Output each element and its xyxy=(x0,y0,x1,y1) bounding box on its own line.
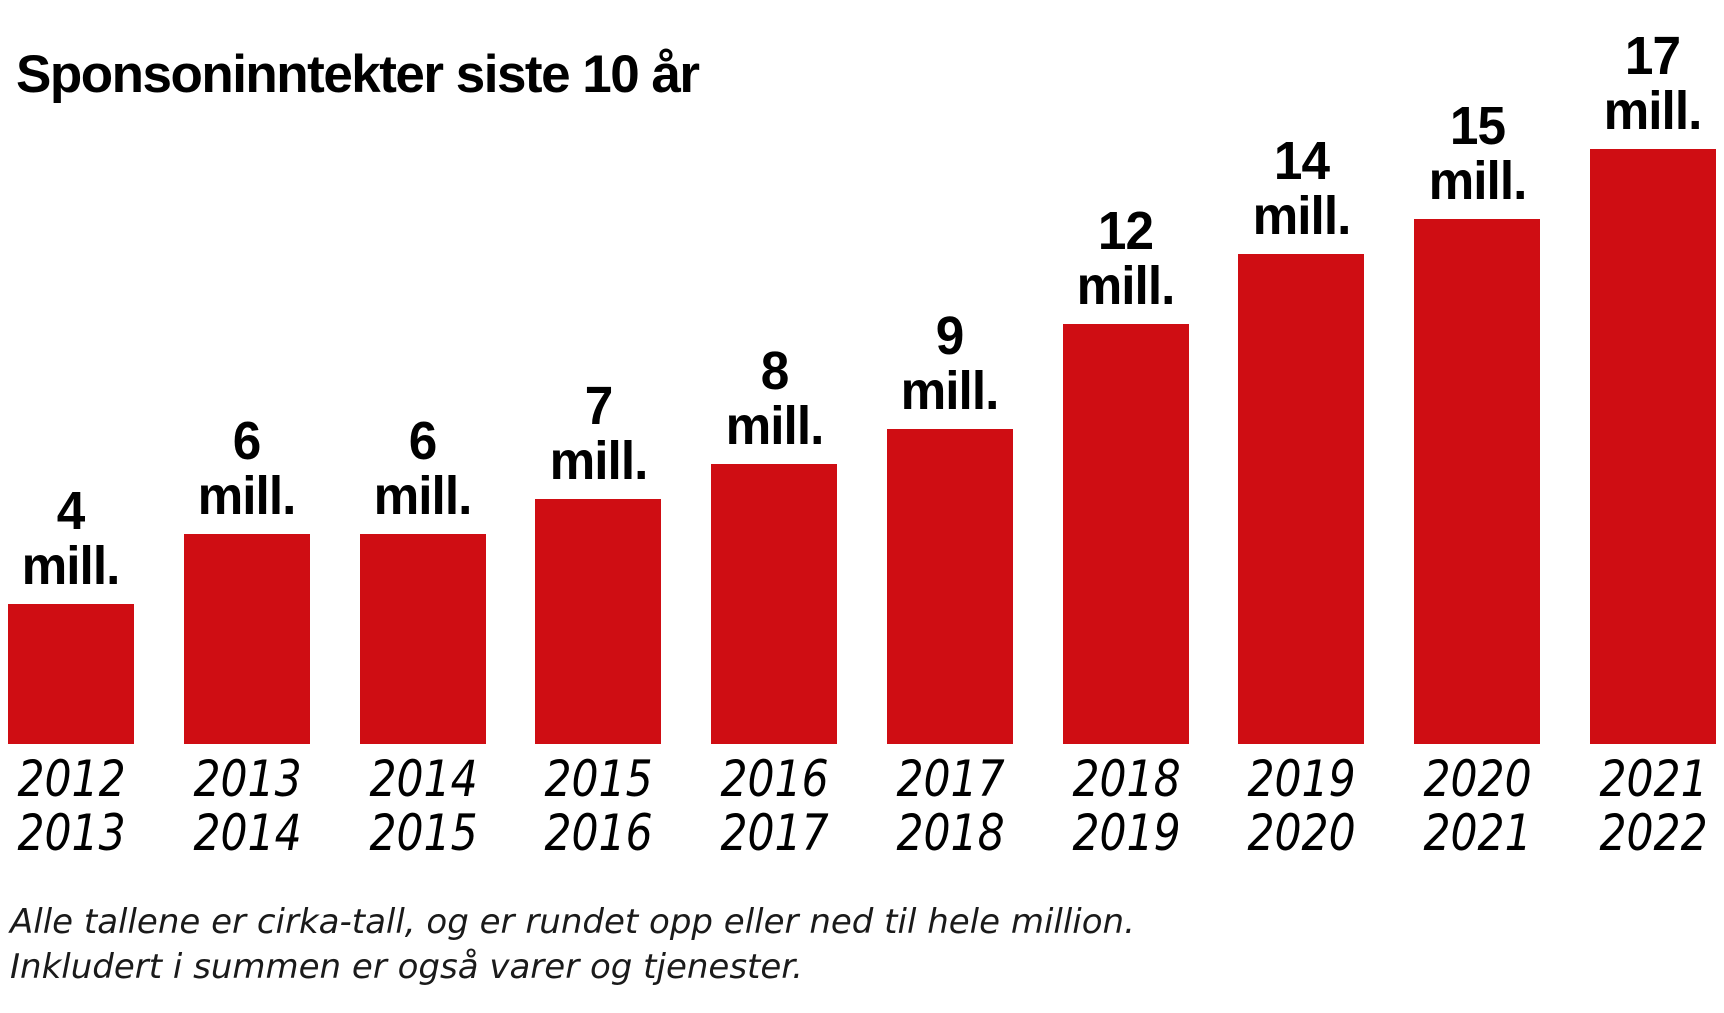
bar-2014-2015 xyxy=(359,534,486,744)
bar-value-label: 12 mill. xyxy=(1076,200,1176,316)
bar-2021-2022 xyxy=(1589,149,1716,744)
bar-value-label: 8 mill. xyxy=(725,340,824,456)
bar-2016-2017 xyxy=(711,464,838,744)
bar-2018-2019 xyxy=(1062,324,1189,744)
bar-group-2021-2022: 17 mill. xyxy=(1589,0,1716,744)
bar-group-2015-2016: 7 mill. xyxy=(535,0,662,744)
x-axis-label-2021-2022: 2021 2022 xyxy=(1599,750,1708,862)
x-axis-label-2016-2017: 2016 2017 xyxy=(720,750,829,862)
footnote: Alle tallene er cirka-tall, og er rundet… xyxy=(10,900,1135,990)
bar-2017-2018 xyxy=(886,429,1013,744)
footnote-line-1: Alle tallene er cirka-tall, og er rundet… xyxy=(10,902,1135,942)
bar-group-2014-2015: 6 mill. xyxy=(359,0,486,744)
x-axis-label-2013-2014: 2013 2014 xyxy=(193,750,302,862)
bar-2015-2016 xyxy=(535,499,662,744)
chart-title: Sponsoninntekter siste 10 år xyxy=(16,44,700,104)
bar-2012-2013 xyxy=(8,604,134,744)
bar-group-2013-2014: 6 mill. xyxy=(183,0,310,744)
bar-group-2019-2020: 14 mill. xyxy=(1238,0,1365,744)
footnote-line-2: Inkludert i summen er også varer og tjen… xyxy=(10,946,803,987)
x-axis-label-2014-2015: 2014 2015 xyxy=(368,750,478,862)
x-axis-label-2012-2013: 2012 2013 xyxy=(17,750,126,862)
x-axis-label-2015-2016: 2015 2016 xyxy=(544,750,653,862)
bar-value-label: 4 mill. xyxy=(22,480,121,596)
bar-value-label: 6 mill. xyxy=(197,410,297,526)
bar-2020-2021 xyxy=(1414,219,1541,744)
bar-group-2016-2017: 8 mill. xyxy=(711,0,838,744)
bar-group-2018-2019: 12 mill. xyxy=(1062,0,1189,744)
bar-group-2012-2013: 4 mill. xyxy=(8,0,134,744)
bar-value-label: 9 mill. xyxy=(900,305,1000,421)
bar-value-label: 17 mill. xyxy=(1603,25,1703,141)
x-axis-label-2017-2018: 2017 2018 xyxy=(896,750,1005,862)
bar-value-label: 15 mill. xyxy=(1428,95,1527,211)
bar-group-2020-2021: 15 mill. xyxy=(1414,0,1541,744)
bar-value-label: 14 mill. xyxy=(1252,130,1351,246)
bar-chart: 4 mill. 6 mill. 6 mill. 7 mill. 8 mill. xyxy=(8,0,1716,744)
bar-2013-2014 xyxy=(183,534,310,744)
bar-group-2017-2018: 9 mill. xyxy=(886,0,1013,744)
x-axis-label-2019-2020: 2019 2020 xyxy=(1247,750,1356,862)
x-axis-label-2018-2019: 2018 2019 xyxy=(1072,750,1181,862)
bar-2019-2020 xyxy=(1238,254,1365,744)
x-axis: 2012 2013 2013 2014 2014 2015 2015 2016 … xyxy=(8,752,1716,860)
bar-value-label: 6 mill. xyxy=(373,410,473,526)
bar-value-label: 7 mill. xyxy=(549,375,648,491)
x-axis-label-2020-2021: 2020 2021 xyxy=(1423,750,1532,862)
